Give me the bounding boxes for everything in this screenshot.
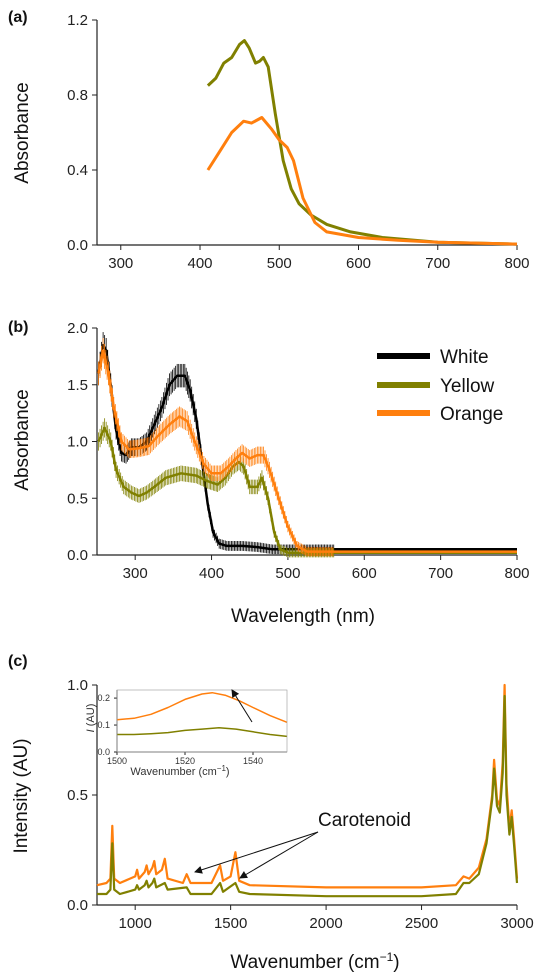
legend-label-orange: Orange [440,404,503,425]
panel-a-x-tick-label: 400 [188,255,213,272]
inset-x-tick-label: 1520 [175,756,195,766]
panel-b-errorbars-orange [98,337,334,557]
inset: I (AU) Wavenumber (cm−1) 1500 1520 1540 0.0… [85,689,288,779]
inset-ylabel: I (AU) [85,704,97,733]
panel-c: (c) Intensity (AU) Wavenumber (cm−1) 100… [8,653,534,973]
panel-b-y-tick-label: 2.0 [67,320,88,337]
panel-b-x-tick-label: 700 [428,565,453,582]
panel-a-series-orange [206,116,518,246]
panel-a-y-tick-label: 1.2 [67,12,88,29]
panel-b-x-tick-label: 400 [199,565,224,582]
panel-c-x-tick-label: 2000 [309,915,342,932]
panel-a-x-tick-label: 600 [346,255,371,272]
inset-y-tick-label: 0.2 [97,693,110,703]
panel-a-tag: (a) [8,9,28,26]
panel-a-y-tick-label: 0.4 [67,162,88,179]
panel-c-x-tick-label: 1500 [214,915,247,932]
panel-a-plot-area: 300 400 500 600 700 800 0.0 0.4 0.8 1.2 [67,12,529,272]
panel-c-ylabel: Intensity (AU) [11,738,32,853]
panel-b-xlabel: Wavelength (nm) [231,606,375,627]
panel-a-x-tick-label: 800 [504,255,529,272]
panel-c-x-tick-label: 3000 [500,915,533,932]
panel-c-series-olive [97,694,519,898]
panel-a-y-tick-label: 0.0 [67,237,88,254]
inset-x-tick-label: 1500 [107,756,127,766]
panel-b-y-tick-label: 0.0 [67,547,88,564]
inset-series-orange [116,691,288,723]
panel-b-tag: (b) [8,319,28,336]
panel-b-plot-area: 300 400 500 600 700 800 0.0 0.5 1.0 1.5 2.0 [67,320,529,582]
annotation-arrow-1 [194,831,319,874]
legend: White Yellow Orange [377,347,503,425]
panel-a-y-tick-label: 0.8 [67,87,88,104]
panel-b-x-tick-label: 500 [275,565,300,582]
panel-b-x-tick-label: 800 [504,565,529,582]
panel-c-x-tick-label: 2500 [405,915,438,932]
panel-b-x-tick-label: 600 [352,565,377,582]
panel-c-y-tick-label: 0.5 [67,787,88,804]
panel-b-series-white [97,343,517,551]
panel-b-y-tick-label: 1.0 [67,434,88,451]
annotation-arrow-2 [239,831,319,879]
panel-a: (a) Absorbance 300 400 500 600 700 800 0.0 0.4 0… [8,9,530,272]
inset-plot-area: 1500 1520 1540 0.0 0.1 0.2 [97,689,288,766]
panel-b-series-yellow [97,426,517,554]
inset-arrow [231,689,253,723]
panel-c-y-tick-label: 1.0 [67,677,88,694]
panel-b-ylabel: Absorbance [12,389,33,490]
panel-b-errorbars-white [98,332,335,555]
inset-y-tick-label: 0.1 [97,720,110,730]
carotenoid-annotation: Carotenoid [318,810,411,831]
inset-series-olive [117,726,288,738]
panel-c-x-tick-label: 1000 [118,915,151,932]
panel-b: (b) Absorbance Wavelength (nm) 300 400 500… [8,319,530,627]
legend-label-white: White [440,347,489,368]
panel-c-y-tick-label: 0.0 [67,897,88,914]
legend-label-yellow: Yellow [440,376,495,397]
panel-a-x-tick-label: 300 [108,255,133,272]
panel-b-series-orange [97,349,517,553]
panel-b-y-tick-label: 1.5 [67,377,88,394]
panel-a-series-olive [206,39,518,246]
panel-a-x-tick-label: 700 [425,255,450,272]
panel-c-tag: (c) [8,653,28,670]
panel-b-x-tick-label: 300 [123,565,148,582]
inset-y-tick-label: 0.0 [97,747,110,757]
panel-a-ylabel: Absorbance [12,82,33,183]
inset-xlabel: Wavenumber (cm−1) [130,764,229,779]
panel-c-xlabel: Wavenumber (cm−1) [230,950,399,973]
panel-c-plot-area: 1000 1500 2000 2500 3000 0.0 0.5 1.0 [67,677,534,932]
inset-frame [116,689,288,753]
panel-a-x-tick-label: 500 [267,255,292,272]
panel-b-y-tick-label: 0.5 [67,490,88,507]
inset-x-tick-label: 1540 [243,756,263,766]
panel-c-series-orange [96,683,519,889]
